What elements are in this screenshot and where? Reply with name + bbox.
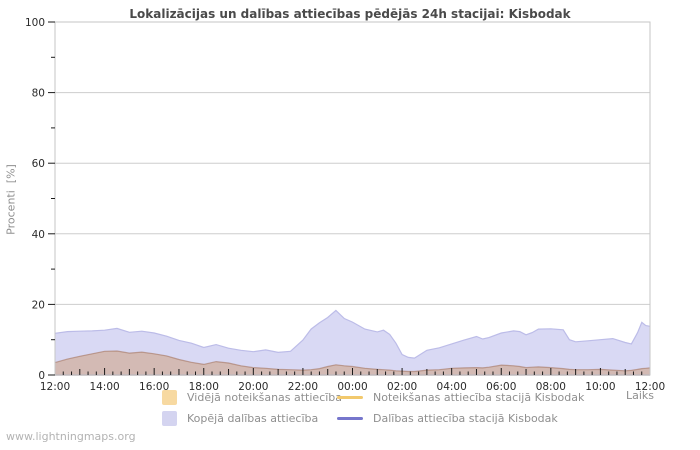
svg-text:00:00: 00:00 (337, 381, 367, 393)
svg-text:08:00: 08:00 (536, 381, 566, 393)
svg-text:06:00: 06:00 (486, 381, 516, 393)
svg-text:20: 20 (32, 299, 45, 311)
legend-label: Noteikšanas attiecība stacijā Kisbodak (373, 390, 585, 404)
svg-text:100: 100 (25, 17, 45, 29)
svg-text:16:00: 16:00 (139, 381, 169, 393)
y-axis-label: Procenti [%] (4, 164, 18, 235)
x-axis-label: Laiks (625, 389, 654, 402)
svg-text:80: 80 (32, 88, 45, 100)
area-swatch-icon (162, 410, 177, 426)
line-swatch-icon (337, 395, 363, 399)
legend-item-dalibas-stacija: Dalības attiecība stacijā Kisbodak (337, 410, 584, 426)
legend-label: Kopējā dalības attiecība (187, 411, 319, 425)
line-swatch-icon (337, 416, 363, 420)
svg-text:12:00: 12:00 (635, 381, 665, 393)
watermark: www.lightningmaps.org (6, 430, 136, 443)
svg-text:20:00: 20:00 (238, 381, 268, 393)
svg-text:10:00: 10:00 (585, 381, 615, 393)
area-swatch-icon (162, 389, 177, 405)
legend-item-kopeja-dalibas: Kopējā dalības attiecība (162, 410, 337, 426)
legend-label: Dalības attiecība stacijā Kisbodak (373, 411, 558, 425)
legend-item-videja-noteiksanas: Vidējā noteikšanas attiecība (162, 389, 342, 405)
svg-text:60: 60 (32, 158, 45, 170)
svg-text:18:00: 18:00 (189, 381, 219, 393)
chart-title: Lokalizācijas un dalības attiecības pēdē… (129, 7, 571, 21)
svg-text:0: 0 (38, 370, 45, 382)
svg-text:22:00: 22:00 (288, 381, 318, 393)
svg-text:12:00: 12:00 (40, 381, 70, 393)
legend: Vidējā noteikšanas attiecība Noteikšanas… (162, 389, 584, 426)
svg-text:40: 40 (32, 229, 45, 241)
svg-text:04:00: 04:00 (437, 381, 467, 393)
legend-label: Vidējā noteikšanas attiecība (187, 390, 343, 404)
svg-text:02:00: 02:00 (387, 381, 417, 393)
legend-item-noteiksanas-stacija: Noteikšanas attiecība stacijā Kisbodak (337, 389, 584, 405)
svg-text:14:00: 14:00 (89, 381, 119, 393)
